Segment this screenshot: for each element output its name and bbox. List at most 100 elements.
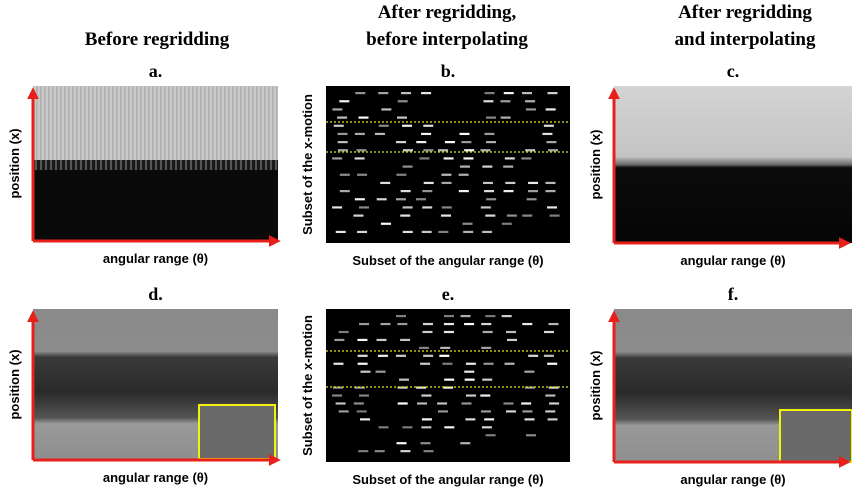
dash xyxy=(338,330,349,334)
dash xyxy=(528,354,539,357)
panel-label: f. xyxy=(728,284,739,304)
dash xyxy=(549,214,560,217)
dash xyxy=(524,386,535,389)
dash xyxy=(503,92,514,95)
dash xyxy=(543,124,554,127)
dash xyxy=(355,92,366,95)
dash xyxy=(337,116,348,119)
dash xyxy=(463,230,474,234)
panel-label: a. xyxy=(149,61,163,81)
dash xyxy=(521,157,532,160)
dash xyxy=(440,346,451,349)
dash xyxy=(402,426,413,429)
inset xyxy=(198,404,276,460)
dash xyxy=(548,149,559,152)
inset xyxy=(779,409,852,463)
dash xyxy=(459,132,470,136)
dash xyxy=(380,222,391,225)
dash xyxy=(400,450,411,453)
dash xyxy=(353,402,364,405)
dash xyxy=(501,315,512,318)
dash xyxy=(480,410,491,413)
dash xyxy=(437,410,448,413)
dash xyxy=(339,173,350,176)
dash xyxy=(465,394,476,397)
dash xyxy=(396,173,407,176)
dash xyxy=(358,394,369,397)
dash xyxy=(461,141,472,144)
dash xyxy=(526,198,537,201)
dash xyxy=(486,116,497,119)
dash xyxy=(353,214,364,217)
dash xyxy=(522,214,533,217)
dash xyxy=(443,315,454,318)
dash xyxy=(485,434,496,437)
dash xyxy=(503,190,514,193)
dash xyxy=(548,386,559,389)
dash xyxy=(337,132,348,136)
dash xyxy=(503,402,514,405)
dash xyxy=(396,141,407,144)
dash xyxy=(421,426,432,429)
dash xyxy=(545,108,556,111)
panel-label: d. xyxy=(148,284,163,304)
dash xyxy=(374,450,385,453)
dash xyxy=(504,157,515,160)
dash xyxy=(465,362,476,365)
dash xyxy=(486,198,497,201)
column-title: Before regridding xyxy=(85,29,230,50)
dash xyxy=(419,346,430,349)
dash xyxy=(332,206,343,209)
dash xyxy=(400,338,411,342)
dash xyxy=(401,92,412,95)
dash xyxy=(506,214,517,217)
dash xyxy=(416,198,427,201)
dash xyxy=(397,116,408,119)
dash xyxy=(335,230,346,234)
dash xyxy=(460,442,471,445)
dash xyxy=(481,346,492,349)
image-panel xyxy=(326,86,570,243)
dash xyxy=(549,402,560,405)
dash xyxy=(458,190,469,193)
dash xyxy=(423,149,434,152)
dash xyxy=(441,206,452,209)
dash xyxy=(419,157,430,160)
dash xyxy=(545,181,556,185)
dash xyxy=(402,165,413,168)
dash xyxy=(460,315,471,318)
dash xyxy=(360,370,371,373)
dash xyxy=(375,370,386,373)
dash xyxy=(506,338,517,342)
image xyxy=(614,86,852,243)
dash xyxy=(376,198,387,201)
dash xyxy=(378,92,389,95)
dash xyxy=(486,141,497,144)
dash xyxy=(332,108,343,111)
dash xyxy=(423,354,434,357)
dash xyxy=(335,402,346,405)
dash xyxy=(459,165,470,168)
y-axis-label: Subset of the x-motion xyxy=(300,315,315,456)
dash xyxy=(417,402,428,405)
dash xyxy=(500,116,511,119)
dash xyxy=(525,149,536,152)
dash xyxy=(480,149,491,152)
dash xyxy=(354,132,365,136)
dash xyxy=(547,206,558,209)
dash xyxy=(339,100,350,103)
dash xyxy=(485,214,496,217)
dash xyxy=(481,322,492,326)
dash xyxy=(337,149,348,152)
image-edge xyxy=(33,160,278,170)
dash xyxy=(521,92,532,95)
dash xyxy=(416,386,427,389)
dash xyxy=(545,394,556,397)
dash xyxy=(504,362,515,365)
column-title: before interpolating xyxy=(366,29,528,50)
dash xyxy=(333,362,344,365)
dash xyxy=(463,157,474,160)
dash xyxy=(441,181,452,185)
dash xyxy=(354,157,365,160)
dash xyxy=(357,354,368,357)
